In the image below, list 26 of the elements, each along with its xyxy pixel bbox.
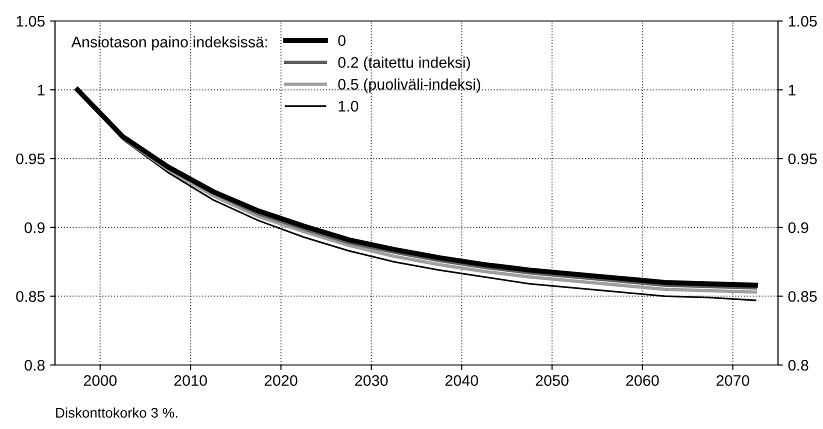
x-tick-label: 2030 — [355, 375, 388, 386]
y2-tick-label: 0.9 — [788, 222, 808, 234]
x-tick-label: 2010 — [174, 375, 207, 386]
y2-tick-label: 0.8 — [788, 360, 808, 371]
y-tick-label: 0.85 — [16, 291, 45, 302]
x-tick-label: 2050 — [536, 375, 568, 386]
legend-label: 0.5 (puoliväli-indeksi) — [338, 78, 480, 93]
legend-label: 0 — [338, 35, 346, 46]
legend-title: Ansiotason paino indeksissä: — [71, 36, 267, 50]
y-tick-label: 0.8 — [24, 360, 45, 371]
x-tick-label: 2070 — [716, 375, 750, 386]
y2-tick-label: 1.05 — [788, 16, 817, 27]
y2-tick-label: 0.95 — [788, 153, 817, 164]
y-tick-label: 0.95 — [16, 153, 45, 164]
y2-tick-label: 1 — [788, 84, 796, 96]
y-tick-label: 1 — [38, 84, 45, 96]
legend-label: 1.0 — [338, 100, 358, 112]
x-tick-label: 2040 — [445, 375, 478, 386]
legend-label: 0.2 (taitettu indeksi) — [338, 56, 470, 71]
y2-tick-label: 0.85 — [788, 291, 817, 302]
text: Diskonttokorko 3 %. — [56, 408, 178, 418]
y-tick-label: 0.9 — [24, 222, 45, 234]
x-tick-label: 2000 — [84, 375, 117, 386]
x-tick-label: 2020 — [264, 375, 298, 386]
y-tick-label: 1.05 — [16, 16, 45, 27]
x-tick-label: 2060 — [626, 375, 659, 386]
